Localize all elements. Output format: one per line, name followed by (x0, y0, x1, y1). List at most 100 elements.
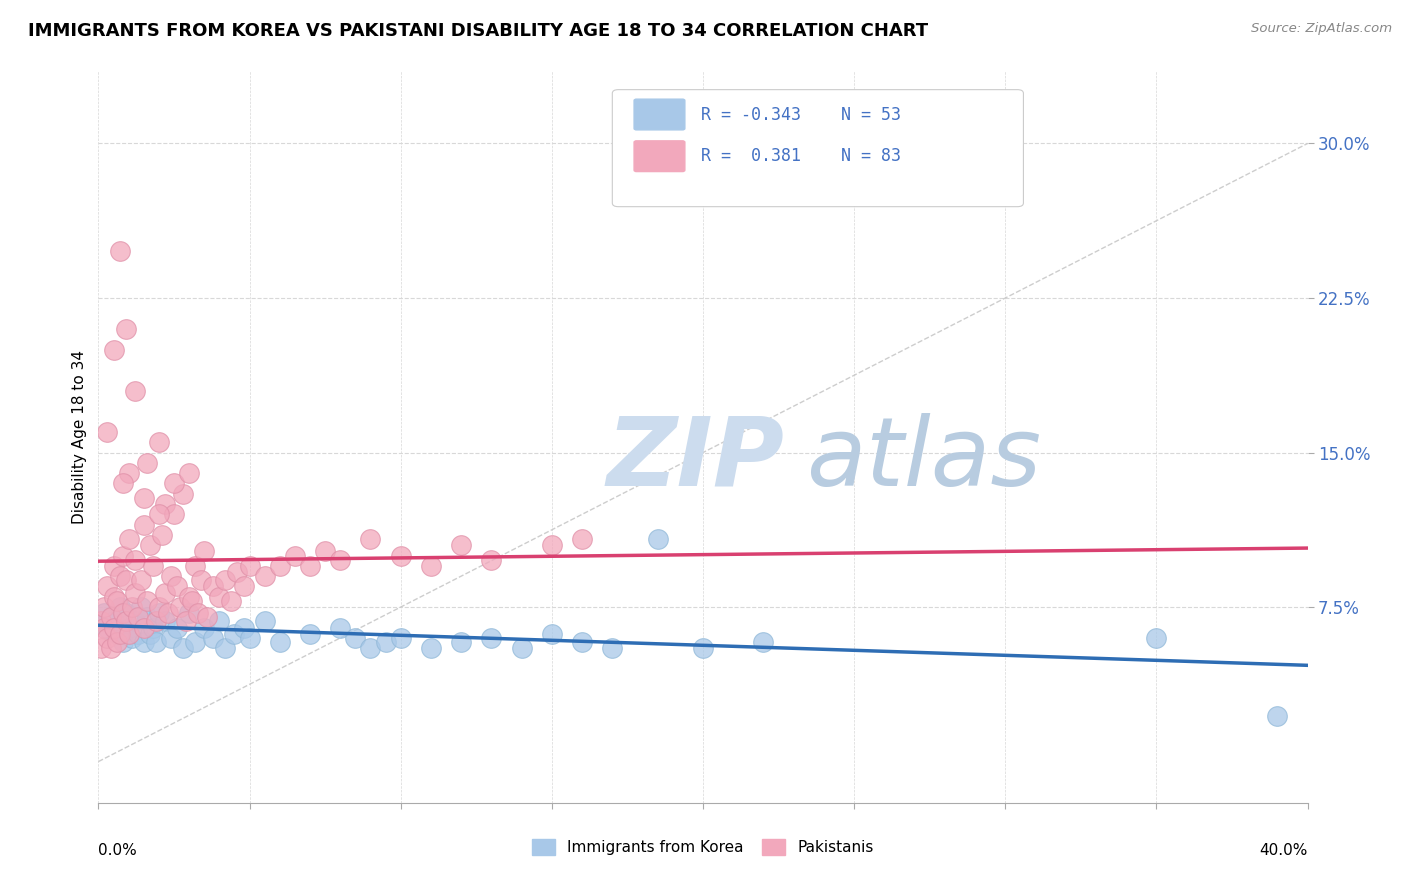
Point (156, 606, 179, 620)
Point (253, 569, 276, 583)
Point (114, 322, 136, 336)
Point (114, 606, 136, 620)
Point (174, 615, 197, 629)
Point (420, 641, 443, 656)
Point (100, 610, 122, 624)
Point (142, 558, 165, 573)
Point (360, 641, 382, 656)
Point (571, 635, 593, 649)
Point (132, 517, 155, 532)
Point (153, 615, 176, 629)
Point (239, 631, 262, 645)
Point (150, 528, 173, 542)
Point (148, 600, 170, 615)
Point (103, 621, 125, 635)
Point (214, 641, 236, 656)
Text: atlas: atlas (806, 412, 1040, 506)
Point (105, 594, 128, 608)
Y-axis label: Disability Age 18 to 34: Disability Age 18 to 34 (72, 350, 87, 524)
Point (602, 641, 624, 656)
Point (148, 435, 170, 450)
Point (1267, 709, 1289, 723)
Point (160, 569, 183, 583)
Point (232, 621, 254, 635)
Point (269, 558, 291, 573)
Point (540, 627, 562, 641)
Point (329, 552, 352, 566)
Point (195, 610, 218, 624)
Point (239, 558, 262, 573)
Point (166, 621, 188, 635)
Point (269, 635, 291, 649)
Point (96, 579, 118, 593)
Point (93, 600, 115, 615)
Point (121, 631, 143, 645)
Point (111, 476, 134, 491)
Point (314, 544, 336, 558)
Point (103, 590, 125, 604)
Point (344, 631, 367, 645)
Point (226, 565, 249, 579)
Point (647, 532, 669, 546)
Point (193, 621, 215, 635)
Point (132, 635, 155, 649)
Point (90, 641, 112, 656)
Point (148, 508, 170, 522)
Point (105, 627, 128, 641)
Point (172, 487, 194, 501)
Point (103, 558, 125, 573)
Point (114, 615, 136, 629)
Point (135, 456, 157, 470)
Point (540, 538, 562, 552)
Text: 40.0%: 40.0% (1260, 843, 1308, 858)
Point (145, 615, 167, 629)
Point (96, 425, 118, 439)
Point (121, 600, 143, 615)
Point (129, 574, 152, 588)
Point (389, 631, 412, 645)
Point (118, 466, 141, 480)
Point (135, 594, 157, 608)
Point (481, 552, 503, 566)
Point (114, 574, 136, 588)
Point (111, 549, 134, 563)
Point (108, 600, 131, 615)
Point (124, 384, 146, 398)
Point (108, 244, 131, 258)
FancyBboxPatch shape (613, 90, 1024, 207)
FancyBboxPatch shape (634, 99, 685, 130)
Point (450, 635, 472, 649)
Point (232, 579, 254, 593)
Point (103, 343, 125, 357)
Point (299, 627, 322, 641)
Point (1144, 631, 1167, 645)
Point (208, 615, 231, 629)
Point (284, 549, 307, 563)
Point (179, 606, 201, 620)
Text: R = -0.343    N = 53: R = -0.343 N = 53 (700, 105, 901, 123)
Legend: Immigrants from Korea, Pakistanis: Immigrants from Korea, Pakistanis (526, 833, 880, 861)
Point (135, 610, 157, 624)
Point (221, 594, 243, 608)
Point (224, 627, 246, 641)
Point (118, 621, 141, 635)
Point (90, 615, 112, 629)
Point (253, 615, 276, 629)
Point (481, 631, 503, 645)
FancyBboxPatch shape (634, 141, 685, 171)
Point (118, 532, 141, 546)
Point (105, 635, 128, 649)
Point (93, 606, 115, 620)
Point (129, 600, 152, 615)
Point (181, 594, 204, 608)
Point (139, 627, 162, 641)
Point (179, 466, 201, 480)
Point (374, 635, 396, 649)
Point (184, 635, 207, 649)
Point (692, 641, 714, 656)
Point (360, 532, 382, 546)
Point (127, 627, 149, 641)
Point (169, 600, 191, 615)
Point (163, 476, 186, 491)
Point (148, 606, 170, 620)
